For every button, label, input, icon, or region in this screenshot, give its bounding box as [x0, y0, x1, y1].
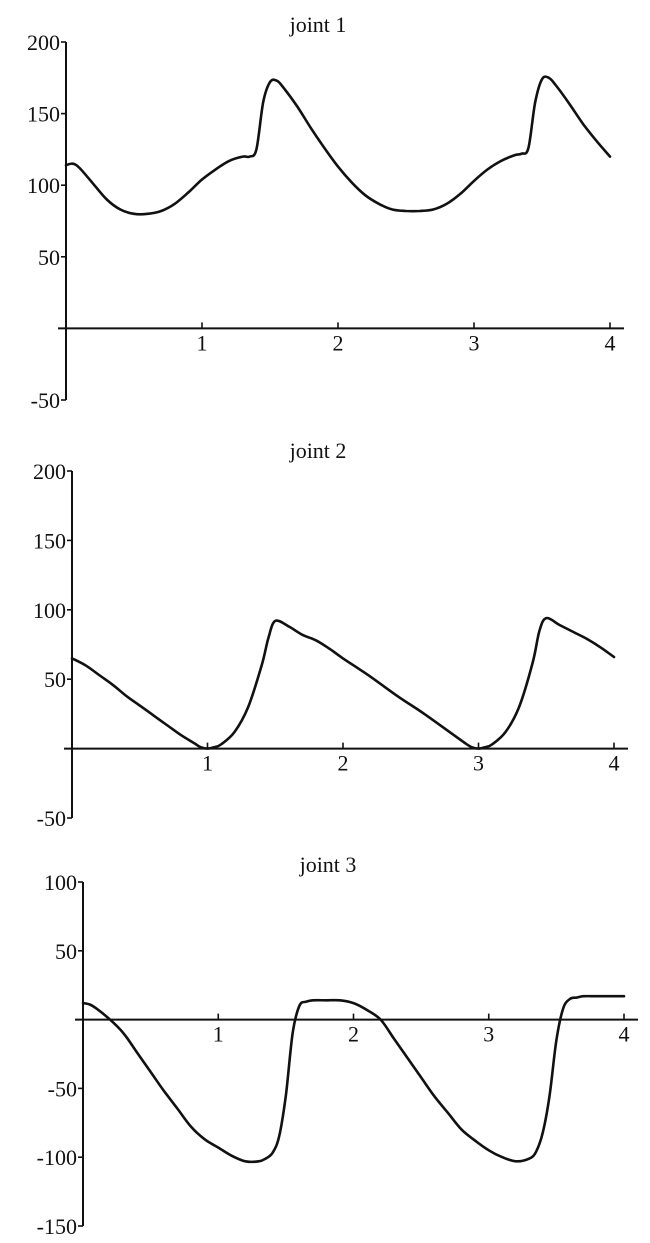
y-tick-label: 150 — [27, 102, 60, 127]
y-tick-label: -50 — [48, 1076, 77, 1101]
x-tick-label: 1 — [202, 751, 213, 776]
y-tick-label: -50 — [31, 388, 60, 413]
x-tick-label: 1 — [213, 1022, 224, 1047]
series-line — [70, 616, 616, 750]
y-tick-label: 50 — [38, 245, 60, 270]
y-tick-label: 200 — [27, 30, 60, 55]
y-tick-label: 200 — [33, 459, 66, 484]
series-line — [81, 994, 626, 1164]
x-tick-label: 4 — [609, 751, 620, 776]
y-tick-label: 100 — [27, 173, 60, 198]
x-tick-label: 3 — [473, 751, 484, 776]
y-tick-label: -50 — [37, 806, 66, 831]
y-tick-label: 100 — [33, 598, 66, 623]
x-tick-label: 2 — [338, 751, 349, 776]
y-tick-label: 50 — [55, 939, 77, 964]
y-tick-label: 150 — [33, 528, 66, 553]
x-tick-label: 4 — [605, 330, 616, 355]
x-tick-label: 2 — [348, 1022, 359, 1047]
y-tick-label: 50 — [44, 667, 66, 692]
y-tick-label: 100 — [44, 870, 77, 895]
x-tick-label: 3 — [483, 1022, 494, 1047]
chart-panel-1: joint 1 200 150 100 50 -50 1 2 3 4 — [27, 12, 624, 413]
x-tick-label: 4 — [619, 1022, 630, 1047]
chart-title: joint 2 — [289, 438, 347, 463]
x-tick-label: 2 — [333, 330, 344, 355]
chart-panel-2: joint 2 200 150 100 50 -50 1 2 3 4 — [33, 438, 628, 831]
chart-title: joint 1 — [289, 12, 347, 37]
chart-title: joint 3 — [299, 852, 357, 877]
y-tick-label: -150 — [37, 1214, 77, 1239]
y-tick-label: -100 — [37, 1145, 77, 1170]
x-tick-label: 3 — [469, 330, 480, 355]
x-tick-label: 1 — [197, 330, 208, 355]
series-line — [64, 75, 612, 216]
chart-panel-3: joint 3 100 50 -50 -100 -150 1 2 3 4 — [37, 852, 638, 1239]
